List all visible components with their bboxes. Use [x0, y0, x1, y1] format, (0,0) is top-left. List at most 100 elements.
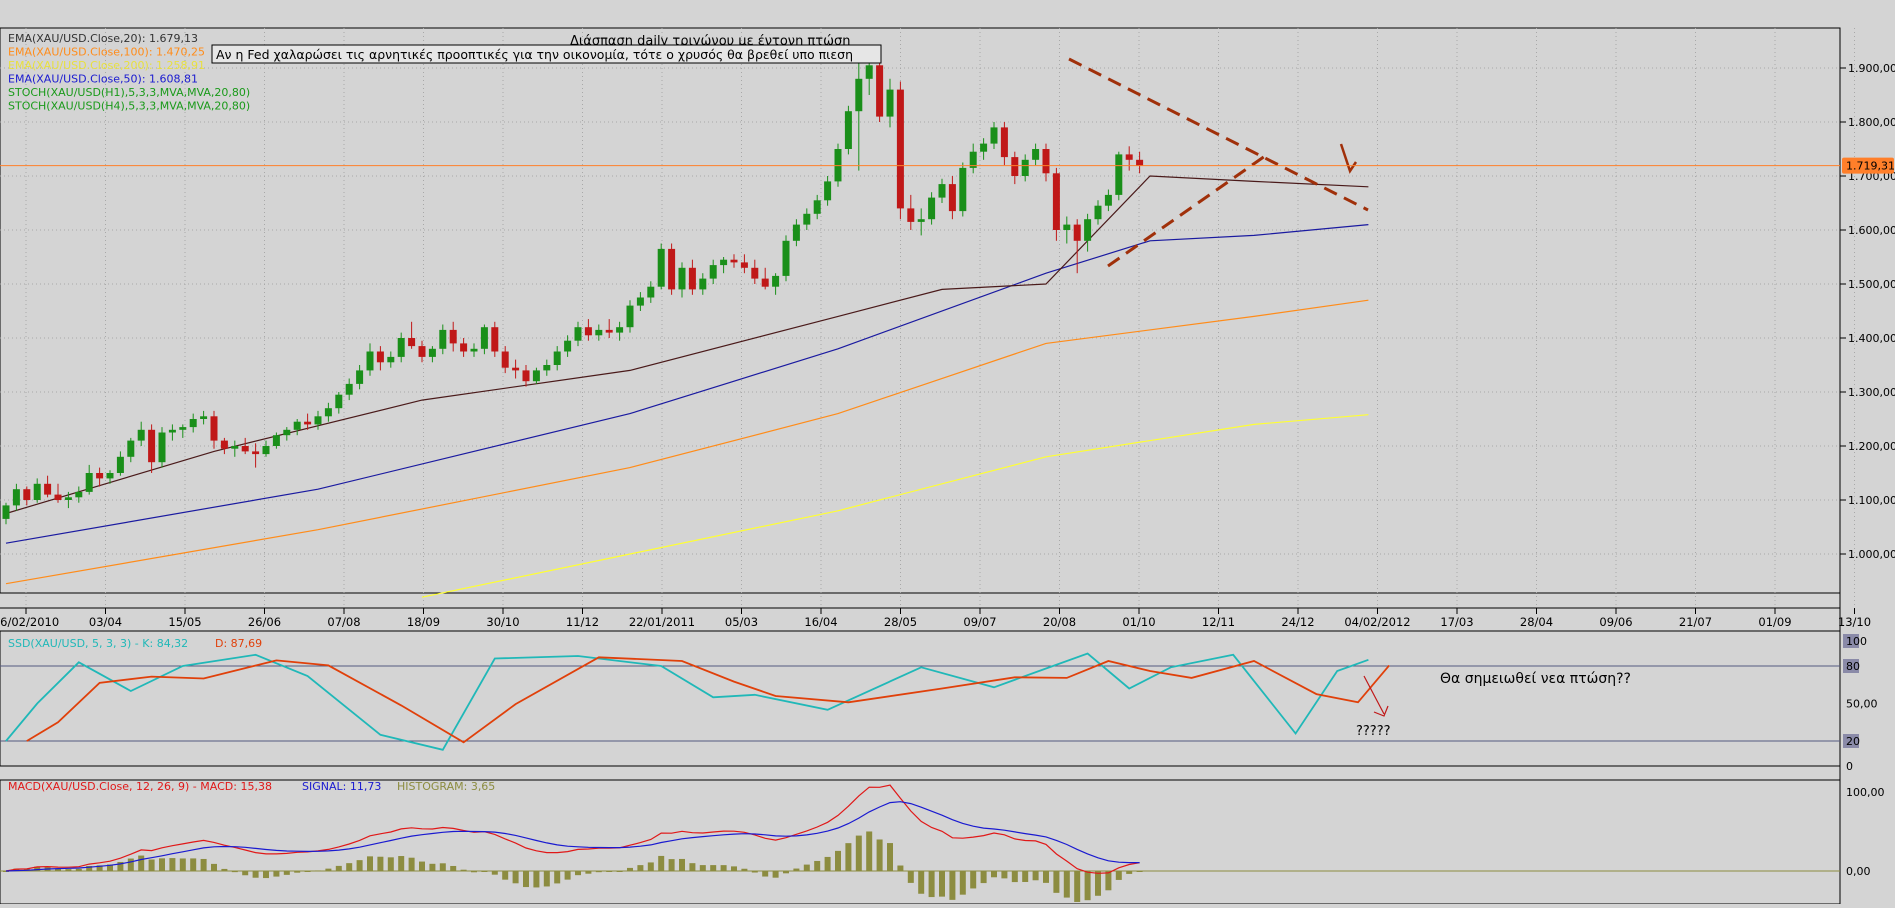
candle-body [886, 89, 894, 117]
histogram-bar [970, 871, 977, 889]
candle-body [907, 208, 915, 222]
current-price-tag-text: 1.719,31 [1846, 160, 1895, 173]
stoch-note: Θα σημειωθεί νεα πτώση?? [1440, 671, 1631, 687]
candle-body [855, 78, 863, 112]
legend-entry: STOCH(XAU/USD(H4),5,3,3,MVA,MVA,20,80) [8, 100, 250, 113]
ema-lines [5, 175, 1369, 598]
candle-body [917, 219, 925, 222]
histogram-bar [1063, 871, 1070, 898]
histogram-bar [939, 871, 945, 897]
histogram-bar [335, 865, 342, 871]
candle-body [803, 213, 811, 225]
histogram-bar [450, 865, 457, 871]
histogram-bar [1022, 871, 1029, 882]
time-tick-label: 21/07 [1679, 615, 1712, 629]
histogram-bar [34, 866, 41, 871]
histogram-bar [377, 856, 384, 871]
histogram-bar [1105, 871, 1112, 891]
histogram-bar [429, 863, 436, 871]
candle-body [304, 421, 312, 425]
histogram-bar [1126, 871, 1133, 874]
candle-body [345, 383, 353, 395]
candle-body [23, 489, 31, 500]
candle-body [969, 151, 977, 168]
price-tick-label: 1.200,00 [1848, 440, 1895, 453]
histogram-bar [814, 860, 821, 871]
candle-body [428, 348, 436, 357]
candle-body [1136, 159, 1144, 166]
stoch-legend-d: D: 87,69 [215, 637, 262, 650]
histogram-bar [117, 861, 124, 871]
histogram-bar [491, 871, 498, 875]
histogram-bar [783, 871, 789, 874]
histogram-bar [824, 856, 831, 871]
time-tick-label: 28/05 [884, 615, 917, 629]
histogram-bar [408, 857, 415, 871]
stoch-legend-k: SSD(XAU/USD, 5, 3, 3) - K: 84,32 [8, 637, 188, 650]
stoch-down-arrow [1363, 675, 1389, 717]
price-tick-label: 1.000,00 [1848, 548, 1895, 561]
candle-body [220, 440, 228, 449]
candle-body [376, 351, 384, 363]
time-tick-label: 09/07 [963, 615, 996, 629]
candle-body [54, 494, 62, 500]
candle-body [179, 427, 187, 430]
histogram-bar [866, 831, 873, 871]
annotation-box [211, 44, 882, 64]
legend-entry: EMA(XAU/USD.Close,100): 1.470,25 [8, 46, 205, 59]
candle-body [439, 329, 447, 349]
candle-body [959, 167, 967, 212]
candle-body [543, 365, 551, 371]
candle-body [928, 197, 936, 220]
legend-entry: EMA(XAU/USD.Close,20): 1.679,13 [8, 32, 198, 45]
candle-body [772, 275, 780, 287]
candle-body [137, 429, 145, 441]
histogram-bar [876, 839, 883, 871]
histogram-bar [1084, 871, 1091, 901]
candle-body [1073, 224, 1081, 241]
candle-body [1104, 194, 1112, 206]
candle-body [1042, 149, 1050, 174]
candle-body [751, 267, 759, 279]
price-axis: 1.000,00 1.100,00 1.200,00 1.300,00 1.400,00… [1840, 62, 1895, 561]
candle-body [1052, 173, 1060, 230]
histogram-bar [991, 871, 997, 878]
candle-body [699, 278, 707, 290]
stoch-scale-tag [1843, 634, 1859, 648]
candle-body [1063, 224, 1071, 230]
histogram-bar [1136, 870, 1143, 872]
time-tick-label: 01/10 [1122, 615, 1155, 629]
time-tick-label: 22/01/2011 [629, 615, 695, 629]
candle-body [200, 416, 208, 419]
price-tick-label: 1.300,00 [1848, 386, 1895, 399]
time-tick-label: 30/10 [486, 615, 519, 629]
histogram-bar [887, 843, 893, 871]
candle-body [730, 259, 738, 263]
histogram-bar [96, 865, 103, 871]
histogram-bar [231, 871, 238, 873]
ema-50-line [5, 224, 1369, 544]
time-tick-label: 16/04 [804, 615, 837, 629]
stoch-k-line [5, 652, 1369, 751]
histogram-bar [179, 858, 186, 871]
histogram-bar [1043, 871, 1049, 883]
time-tick-label: 07/08 [327, 615, 360, 629]
candle-body [75, 491, 83, 498]
candle-body [876, 65, 884, 117]
stoch-question: ????? [1356, 724, 1391, 739]
candle-body [262, 446, 270, 455]
histogram-bar [928, 871, 935, 898]
histogram-bar [595, 871, 602, 873]
candle-body [491, 327, 499, 352]
histogram-bar [585, 871, 592, 874]
candle-body [293, 421, 301, 430]
main-grid [0, 28, 1855, 608]
time-tick-label: 20/08 [1043, 615, 1076, 629]
candle-body [938, 184, 946, 198]
histogram-bar [897, 865, 904, 871]
candle-body [1011, 157, 1019, 176]
histogram-bar [294, 871, 301, 873]
candle-body [314, 416, 322, 425]
histogram-bar [751, 871, 758, 873]
legend-entry: STOCH(XAU/USD(H1),5,3,3,MVA,MVA,20,80) [8, 86, 250, 99]
